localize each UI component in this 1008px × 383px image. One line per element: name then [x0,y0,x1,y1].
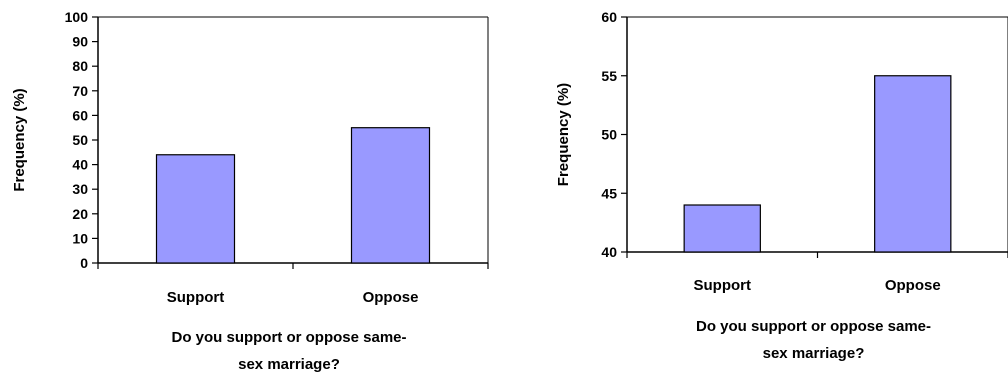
y-axis-title: Frequency (%) [11,88,28,191]
x-axis-title-line-1: Do you support or oppose same- [171,329,406,346]
x-axis-title-line-1: Do you support or oppose same- [696,318,931,335]
y-tick-label: 45 [601,185,617,201]
bar-oppose [350,127,431,264]
y-tick-label: 20 [72,206,88,222]
x-axis-title-line-2: sex marriage? [238,356,340,373]
y-tick-label: 50 [72,132,88,148]
y-tick-label: 90 [72,34,88,50]
y-tick-label: 60 [601,9,617,25]
x-axis-title-line-2: sex marriage? [763,345,865,362]
bar-support [155,154,236,264]
x-category-label: Oppose [885,277,941,294]
y-tick-label: 80 [72,58,88,74]
x-category-label: Support [167,289,225,306]
y-tick-label: 10 [72,230,88,246]
y-tick-label: 0 [80,255,88,271]
x-category-label: Support [694,277,752,294]
chart-1: 0 10 20 30 40 50 60 70 80 90 100 Support Oppose Frequ… [11,9,489,373]
y-tick-label: 30 [72,181,88,197]
chart-2: 40 45 50 55 60 Support Oppose Frequency (%) Do y… [555,9,1008,362]
y-tick-label: 50 [601,127,617,143]
x-category-label: Oppose [363,289,419,306]
bar-support [683,204,761,253]
y-tick-label: 55 [601,68,617,84]
y-axis-title: Frequency (%) [555,83,572,186]
y-tick-label: 100 [65,9,89,25]
bar-oppose [874,75,952,253]
y-tick-label: 40 [601,244,617,260]
y-tick-label: 60 [72,107,88,123]
y-tick-label: 70 [72,83,88,99]
y-tick-label: 40 [72,157,88,173]
